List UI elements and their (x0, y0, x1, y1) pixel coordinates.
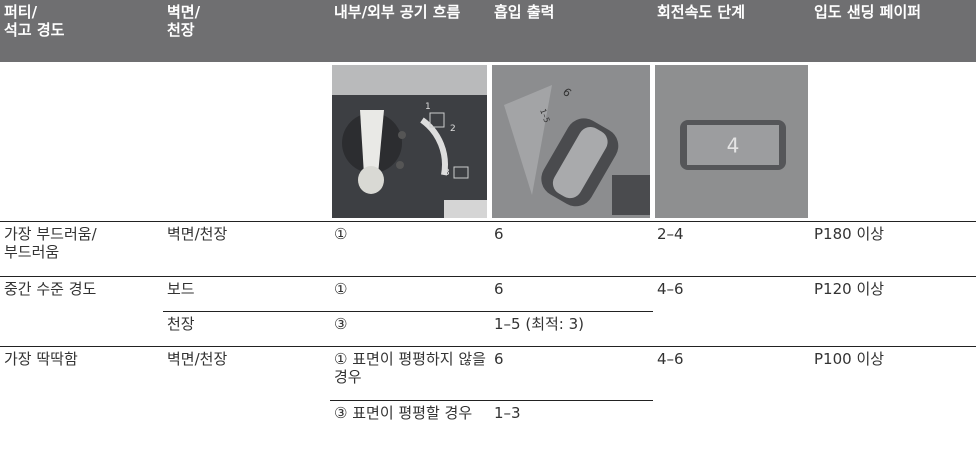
cell: 6 (490, 346, 653, 401)
row: 천장 ③ 1–5 (최적: 3) (0, 311, 976, 347)
cell: 1–3 (490, 400, 653, 455)
cell: 2–4 (657, 225, 684, 243)
cell: 가장 부드러움/ 부드러움 (4, 225, 97, 261)
row: ③ 표면이 평평할 경우 1–3 (0, 400, 976, 455)
image-label: 2 (450, 124, 456, 134)
cell: ③ 표면이 평평할 경우 (330, 400, 490, 455)
cell: ① 표면이 평평하지 않을 경우 (330, 346, 490, 401)
cell: 벽면/천장 (167, 225, 228, 243)
cell: ① (330, 276, 490, 312)
cell: 6 (490, 276, 653, 312)
image-label: 1 (425, 102, 431, 112)
cell: 가장 딱딱함 (0, 346, 163, 455)
header-cell: 입도 샌딩 페이퍼 (810, 0, 976, 62)
header-cell: 퍼티/ 석고 경도 (0, 0, 163, 62)
cell: 보드 (163, 276, 330, 312)
speed-image: 4 (655, 65, 808, 218)
cell: P100 이상 (810, 346, 976, 455)
cell: ① (334, 225, 348, 243)
cell: 1–5 (최적: 3) (490, 311, 653, 347)
cell: 천장 (163, 311, 330, 347)
suction-image: 6 1–5 (492, 65, 650, 218)
row: 가장 부드러움/ 부드러움 벽면/천장 ① 6 2–4 P180 이상 (0, 222, 976, 277)
cell: ③ (330, 311, 490, 347)
header-cell: 회전속도 단계 (653, 0, 810, 62)
header-cell: 벽면/ 천장 (163, 0, 330, 62)
header-row: 퍼티/ 석고 경도 벽면/ 천장 내부/외부 공기 흐름 흡입 출력 회전속도 … (0, 0, 976, 62)
cell: 6 (494, 225, 504, 243)
cell: 4–6 (653, 346, 810, 455)
cell: P180 이상 (814, 225, 885, 243)
cell: P120 이상 (810, 276, 976, 347)
image-row: 1 2 3 6 1–5 4 (0, 62, 976, 222)
cell: 벽면/천장 (163, 346, 330, 455)
row: 가장 딱딱함 벽면/천장 ① 표면이 평평하지 않을 경우 6 4–6 P100… (0, 346, 976, 455)
header-cell: 내부/외부 공기 흐름 (330, 0, 490, 62)
header-cell: 흡입 출력 (490, 0, 653, 62)
cell: 4–6 (653, 276, 810, 347)
row: 중간 수준 경도 보드 ① 6 4–6 P120 이상 (0, 276, 976, 347)
image-label: 3 (444, 168, 450, 178)
airflow-image: 1 2 3 (332, 65, 487, 218)
cell: 중간 수준 경도 (0, 276, 163, 347)
image-label: 4 (727, 134, 740, 158)
